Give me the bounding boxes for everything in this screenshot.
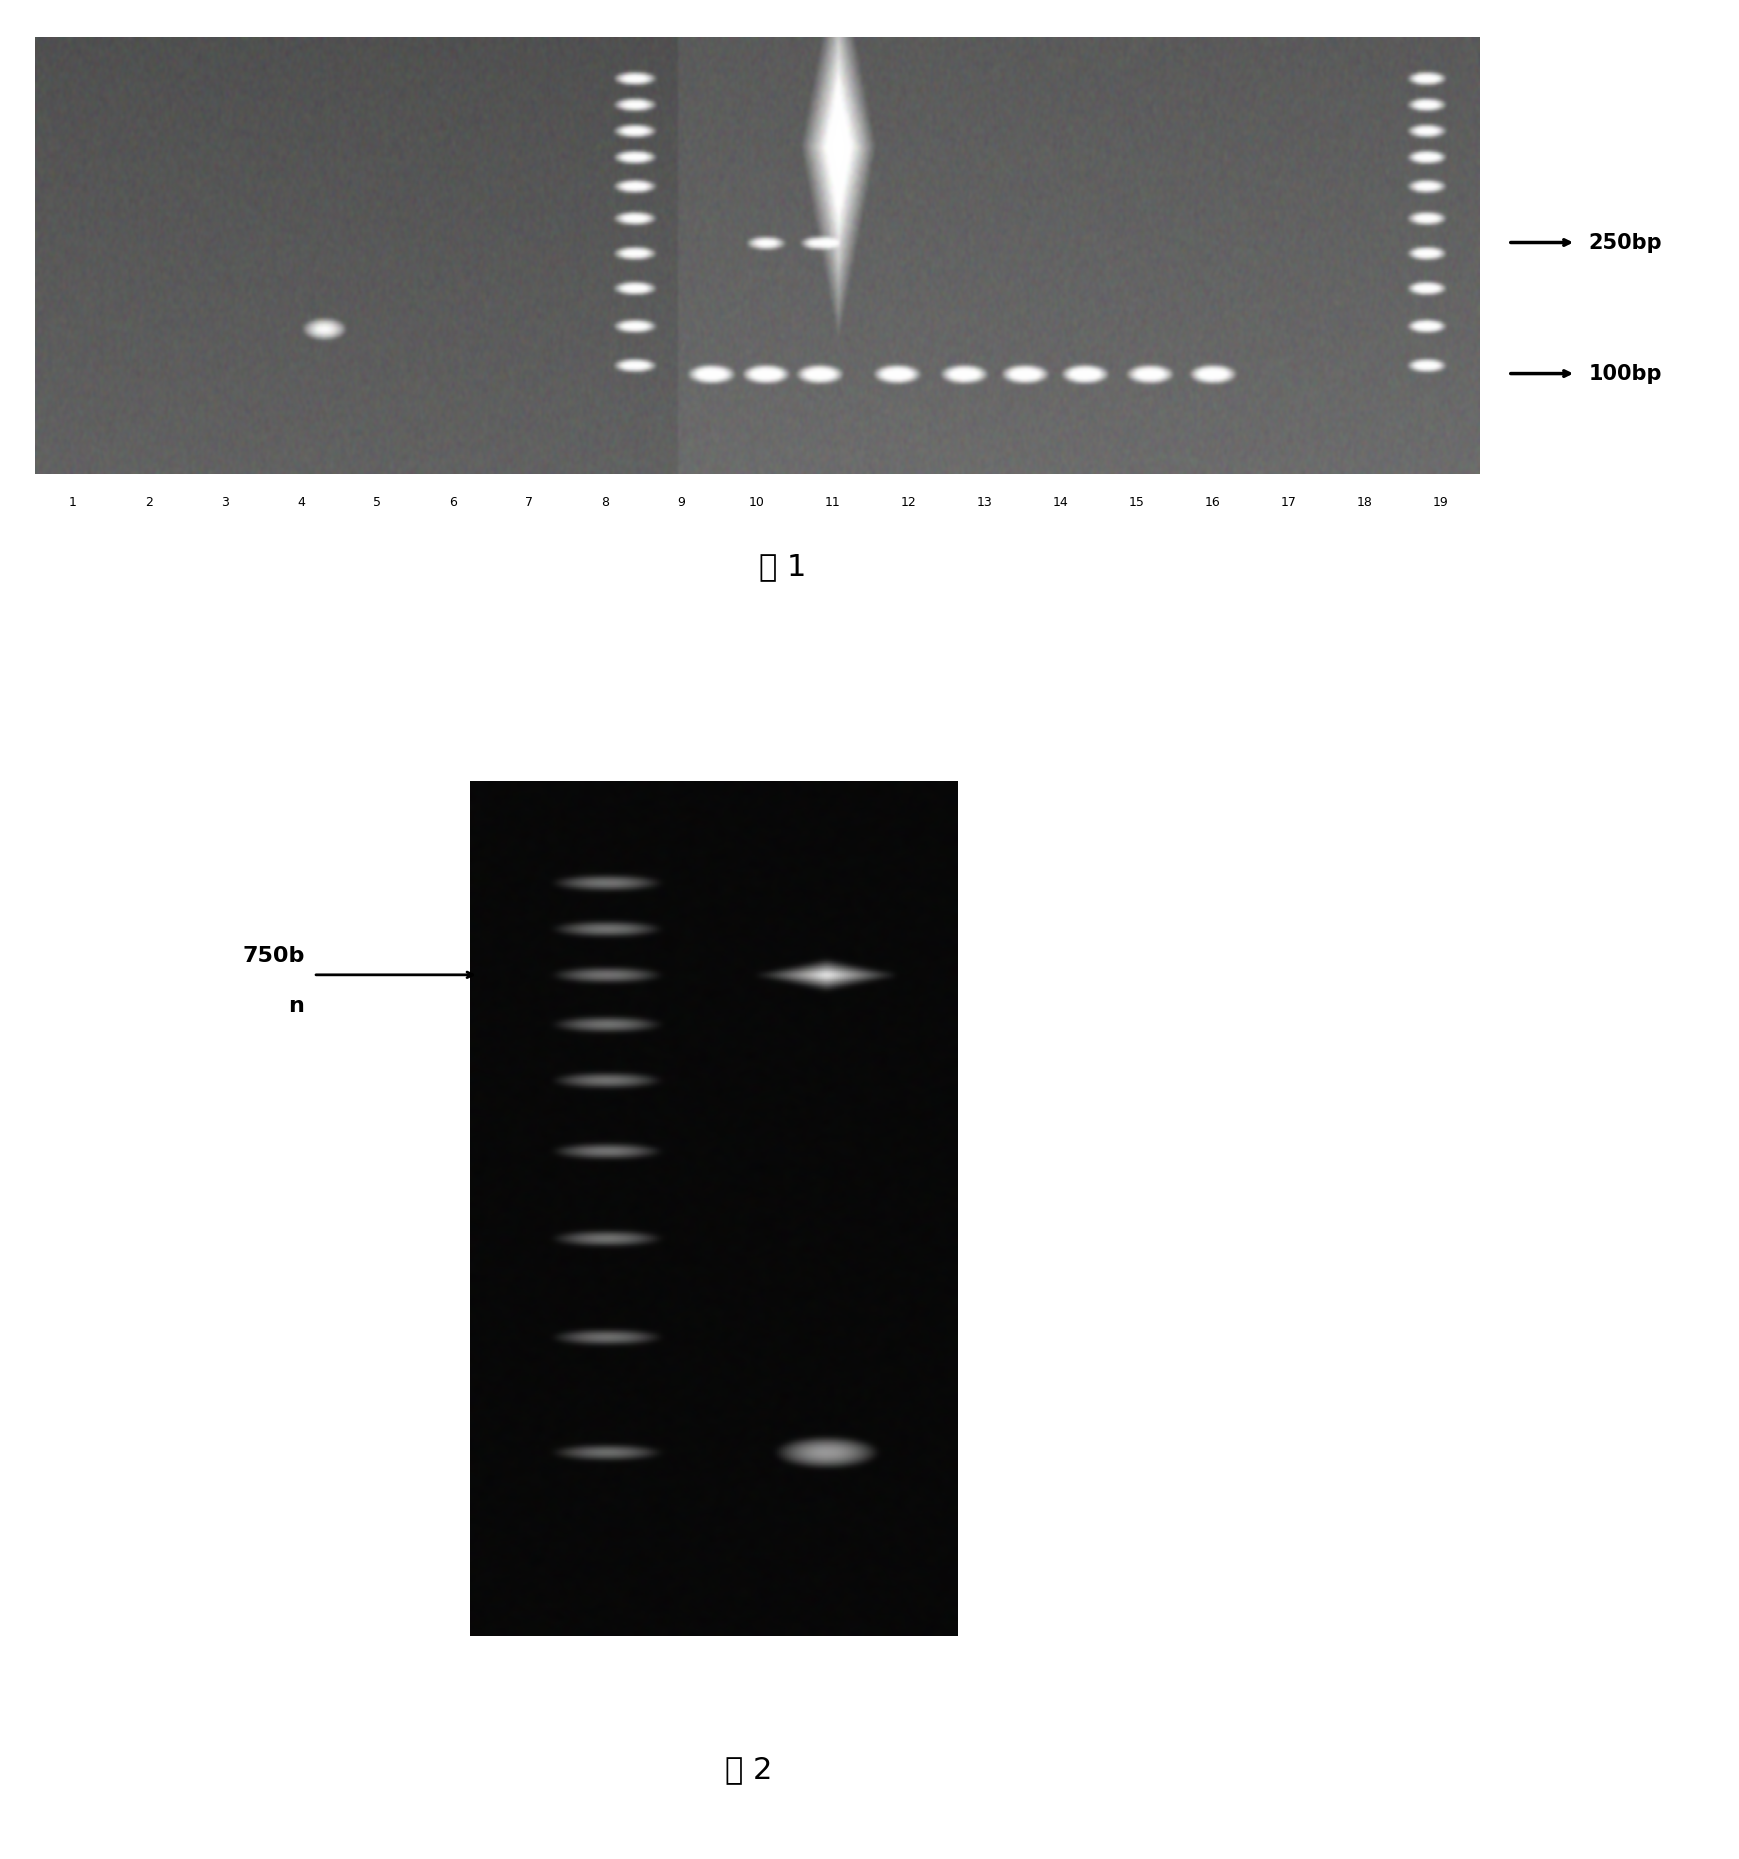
Text: 3: 3 — [221, 496, 228, 509]
Text: 750b: 750b — [242, 946, 304, 967]
Text: 10: 10 — [748, 496, 765, 509]
Text: 图 1: 图 1 — [758, 552, 807, 582]
Text: 14: 14 — [1052, 496, 1068, 509]
Text: 图 2: 图 2 — [723, 1755, 772, 1785]
Text: n: n — [289, 996, 304, 1017]
Text: 19: 19 — [1433, 496, 1449, 509]
Text: 1: 1 — [70, 496, 77, 509]
Text: 9: 9 — [676, 496, 685, 509]
Text: 8: 8 — [600, 496, 609, 509]
Text: 5: 5 — [372, 496, 381, 509]
Text: 12: 12 — [901, 496, 916, 509]
Text: 15: 15 — [1129, 496, 1144, 509]
Text: 6: 6 — [449, 496, 457, 509]
Text: 16: 16 — [1205, 496, 1221, 509]
Text: 13: 13 — [977, 496, 993, 509]
Text: 18: 18 — [1356, 496, 1372, 509]
Text: 2: 2 — [144, 496, 153, 509]
Text: 17: 17 — [1280, 496, 1296, 509]
Text: 7: 7 — [525, 496, 532, 509]
Text: 4: 4 — [297, 496, 304, 509]
Text: 11: 11 — [824, 496, 840, 509]
Text: 100bp: 100bp — [1588, 364, 1661, 383]
Text: 250bp: 250bp — [1588, 232, 1661, 253]
